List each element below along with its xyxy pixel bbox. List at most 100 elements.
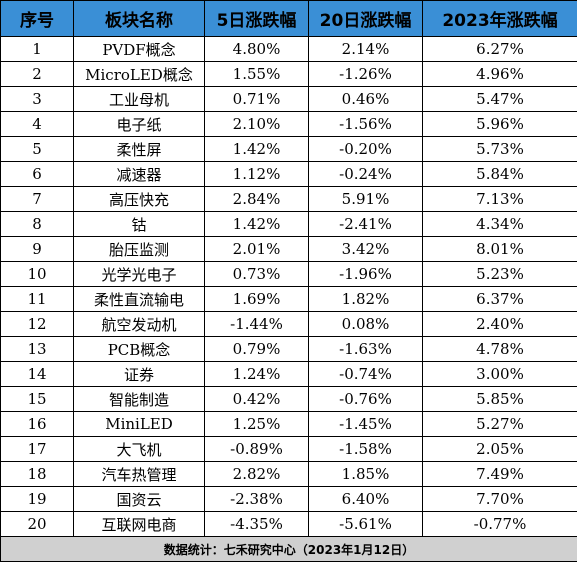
cell-index: 14 [0,361,74,387]
data-source-note: 数据统计：七禾研究中心（2023年1月12日） [0,536,577,562]
table-row: 17 大飞机 -0.89% -1.58% 2.05% [0,436,577,462]
cell-20day-change: -1.96% [308,261,423,287]
cell-ytd-change: 5.84% [422,161,577,187]
cell-5day-change: 4.80% [204,36,309,62]
cell-20day-change: 5.91% [308,186,423,212]
cell-5day-change: 0.42% [204,386,309,412]
cell-20day-change: -1.63% [308,336,423,362]
cell-index: 9 [0,236,74,262]
table-row: 8 钴 1.42% -2.41% 4.34% [0,211,577,237]
cell-ytd-change: 7.49% [422,461,577,487]
cell-ytd-change: 5.23% [422,261,577,287]
table-row: 12 航空发动机 -1.44% 0.08% 2.40% [0,311,577,337]
cell-ytd-change: 5.96% [422,111,577,137]
cell-ytd-change: 5.47% [422,86,577,112]
table-row: 1 PVDF概念 4.80% 2.14% 6.27% [0,36,577,62]
cell-5day-change: 1.12% [204,161,309,187]
table-row: 14 证券 1.24% -0.74% 3.00% [0,361,577,387]
cell-sector-name: 光学光电子 [73,261,205,287]
cell-index: 4 [0,111,74,137]
cell-index: 17 [0,436,74,462]
cell-20day-change: 1.82% [308,286,423,312]
cell-20day-change: 2.14% [308,36,423,62]
table-footer: 数据统计：七禾研究中心（2023年1月12日） [0,536,577,562]
cell-20day-change: -0.20% [308,136,423,162]
cell-ytd-change: 5.85% [422,386,577,412]
table-row: 13 PCB概念 0.79% -1.63% 4.78% [0,336,577,362]
header-20day-change: 20日涨跌幅 [308,0,423,37]
cell-ytd-change: 4.34% [422,211,577,237]
cell-5day-change: 2.82% [204,461,309,487]
header-5day-change: 5日涨跌幅 [204,0,309,37]
cell-sector-name: 高压快充 [73,186,205,212]
cell-index: 1 [0,36,74,62]
table-row: 18 汽车热管理 2.82% 1.85% 7.49% [0,461,577,487]
cell-index: 3 [0,86,74,112]
cell-20day-change: 3.42% [308,236,423,262]
cell-sector-name: 国资云 [73,486,205,512]
cell-5day-change: 0.73% [204,261,309,287]
cell-5day-change: 2.10% [204,111,309,137]
cell-ytd-change: 6.37% [422,286,577,312]
cell-5day-change: 1.42% [204,136,309,162]
cell-index: 11 [0,286,74,312]
cell-20day-change: -0.74% [308,361,423,387]
table-row: 11 柔性直流输电 1.69% 1.82% 6.37% [0,286,577,312]
cell-index: 16 [0,411,74,437]
cell-sector-name: 大飞机 [73,436,205,462]
cell-5day-change: -4.35% [204,511,309,537]
table-row: 15 智能制造 0.42% -0.76% 5.85% [0,386,577,412]
cell-5day-change: 1.55% [204,61,309,87]
cell-20day-change: -1.58% [308,436,423,462]
cell-index: 7 [0,186,74,212]
cell-20day-change: -1.56% [308,111,423,137]
cell-sector-name: PVDF概念 [73,36,205,62]
cell-20day-change: -1.45% [308,411,423,437]
cell-ytd-change: 7.13% [422,186,577,212]
cell-sector-name: 互联网电商 [73,511,205,537]
cell-ytd-change: 3.00% [422,361,577,387]
cell-index: 10 [0,261,74,287]
cell-index: 20 [0,511,74,537]
cell-5day-change: 1.69% [204,286,309,312]
table-row: 16 MiniLED 1.25% -1.45% 5.27% [0,411,577,437]
cell-5day-change: 1.42% [204,211,309,237]
cell-ytd-change: -0.77% [422,511,577,537]
table-row: 4 电子纸 2.10% -1.56% 5.96% [0,111,577,137]
cell-sector-name: 工业母机 [73,86,205,112]
cell-index: 5 [0,136,74,162]
table-row: 3 工业母机 0.71% 0.46% 5.47% [0,86,577,112]
cell-ytd-change: 2.40% [422,311,577,337]
cell-sector-name: 胎压监测 [73,236,205,262]
header-index: 序号 [0,0,74,37]
cell-5day-change: -0.89% [204,436,309,462]
cell-sector-name: PCB概念 [73,336,205,362]
table-body: 1 PVDF概念 4.80% 2.14% 6.27% 2 MicroLED概念 1.55% -1… [0,36,577,537]
cell-index: 13 [0,336,74,362]
cell-sector-name: 钴 [73,211,205,237]
cell-ytd-change: 6.27% [422,36,577,62]
cell-5day-change: 0.71% [204,86,309,112]
cell-5day-change: 0.79% [204,336,309,362]
cell-sector-name: 柔性屏 [73,136,205,162]
cell-5day-change: -1.44% [204,311,309,337]
cell-index: 12 [0,311,74,337]
cell-index: 2 [0,61,74,87]
header-sector-name: 板块名称 [73,0,205,37]
header-ytd-change: 2023年涨跌幅 [422,0,577,37]
cell-5day-change: 2.01% [204,236,309,262]
cell-ytd-change: 5.73% [422,136,577,162]
cell-index: 15 [0,386,74,412]
cell-sector-name: 电子纸 [73,111,205,137]
cell-ytd-change: 7.70% [422,486,577,512]
cell-20day-change: -2.41% [308,211,423,237]
cell-sector-name: MiniLED [73,411,205,437]
cell-sector-name: 减速器 [73,161,205,187]
cell-ytd-change: 8.01% [422,236,577,262]
cell-sector-name: 汽车热管理 [73,461,205,487]
cell-sector-name: 航空发动机 [73,311,205,337]
cell-index: 8 [0,211,74,237]
header-row: 序号 板块名称 5日涨跌幅 20日涨跌幅 2023年涨跌幅 [0,0,577,37]
